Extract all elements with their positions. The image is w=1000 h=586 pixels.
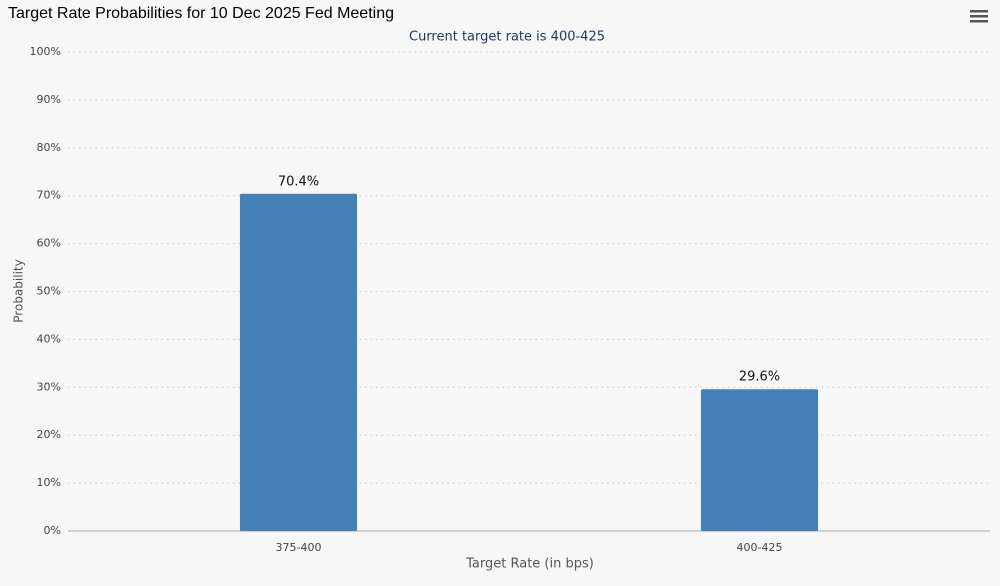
value-label: 29.6%	[739, 370, 780, 385]
y-tick-label: 10%	[37, 476, 61, 489]
x-tick-label: 400-425	[737, 541, 783, 554]
y-tick-label: 50%	[37, 285, 61, 298]
bar	[239, 193, 358, 531]
y-axis-label: Probability	[12, 259, 26, 322]
y-tick-label: 30%	[37, 380, 61, 393]
x-tick-label: 375-400	[276, 541, 322, 554]
chart-title: Target Rate Probabilities for 10 Dec 202…	[8, 5, 394, 22]
y-tick-label: 100%	[30, 45, 61, 58]
y-tick-label: 0%	[44, 524, 61, 537]
menu-button[interactable]	[966, 7, 992, 27]
chart-subtitle: Current target rate is 400-425	[409, 30, 605, 45]
y-tick-label: 60%	[37, 237, 61, 250]
x-axis-label: Target Rate (in bps)	[465, 557, 594, 572]
y-tick-label: 70%	[37, 189, 61, 202]
y-tick-label: 80%	[37, 141, 61, 154]
bar	[700, 389, 819, 531]
menu-bar	[970, 10, 988, 13]
y-tick-label: 20%	[37, 428, 61, 441]
value-label: 70.4%	[278, 174, 319, 189]
menu-bar	[970, 20, 988, 23]
y-tick-label: 90%	[37, 93, 61, 106]
menu-bar	[970, 15, 988, 18]
y-tick-label: 40%	[37, 332, 61, 345]
